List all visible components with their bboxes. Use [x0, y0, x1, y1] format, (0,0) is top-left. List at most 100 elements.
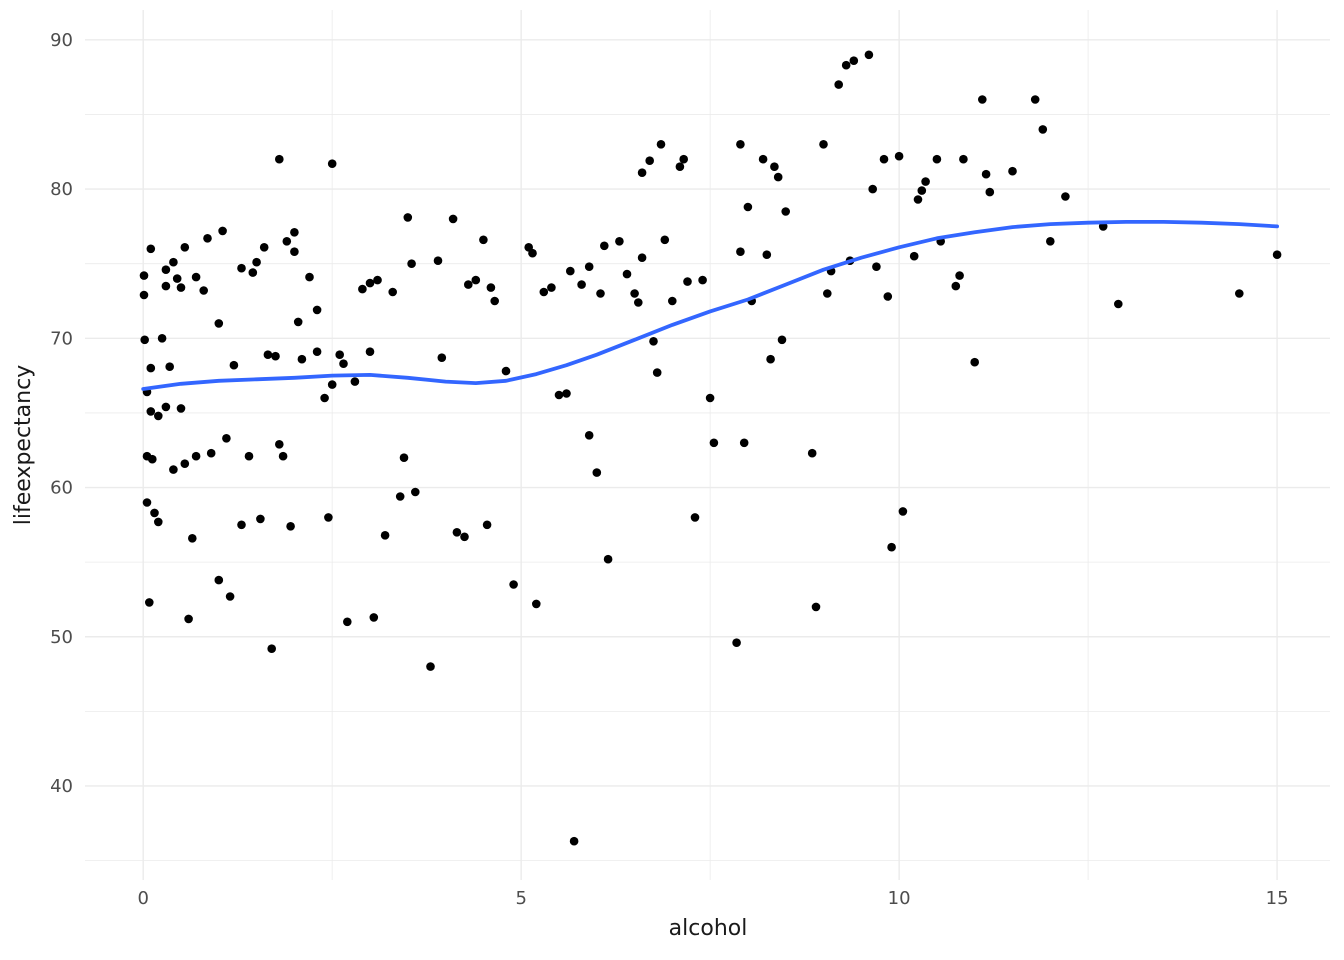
data-point [335, 350, 345, 360]
data-point [222, 434, 231, 443]
data-point [841, 60, 851, 70]
data-point [275, 440, 284, 449]
data-point [411, 487, 420, 497]
data-point [486, 283, 496, 292]
data-point [263, 350, 273, 360]
data-point [479, 235, 488, 245]
data-point [297, 354, 307, 364]
x-tick-label: 0 [137, 888, 148, 909]
data-point [528, 248, 537, 258]
data-point [637, 253, 647, 262]
data-point [293, 317, 303, 327]
data-point [139, 271, 149, 280]
y-tick-label: 90 [50, 30, 73, 51]
data-point [206, 448, 216, 458]
data-point [698, 275, 707, 285]
data-point [150, 508, 159, 518]
data-point [569, 836, 579, 846]
data-point [312, 347, 322, 357]
data-point [679, 154, 688, 164]
data-point [139, 290, 149, 300]
data-point [157, 334, 167, 343]
data-point [898, 507, 908, 516]
data-point [460, 532, 469, 542]
data-point [395, 492, 405, 501]
data-point [225, 592, 235, 601]
data-point [320, 393, 329, 403]
data-point [437, 353, 447, 363]
data-point [146, 244, 156, 254]
data-point [214, 575, 224, 585]
data-point [1038, 125, 1048, 134]
data-point [615, 237, 624, 246]
data-point [358, 284, 367, 294]
smooth-line [141, 220, 1279, 391]
data-point [732, 638, 741, 647]
data-point [399, 453, 409, 463]
data-point [172, 274, 182, 283]
data-point [849, 56, 859, 65]
data-point [452, 528, 462, 537]
data-point [188, 534, 197, 543]
data-point [191, 451, 201, 461]
data-point [649, 337, 658, 346]
data-point [622, 269, 632, 279]
data-point [426, 662, 435, 671]
data-point [883, 292, 893, 301]
data-point [675, 162, 685, 171]
data-point [278, 451, 288, 461]
data-point [180, 459, 190, 469]
data-point [584, 431, 594, 440]
data-point [913, 195, 923, 204]
data-point [365, 347, 375, 357]
x-tick-label: 15 [1266, 888, 1289, 909]
x-tick-label: 10 [888, 888, 911, 909]
data-point [554, 390, 564, 400]
data-point [981, 169, 991, 179]
y-tick-label: 50 [50, 627, 73, 648]
data-point [256, 514, 265, 524]
data-point [970, 357, 979, 367]
y-tick-label: 60 [50, 478, 73, 499]
data-point [668, 296, 677, 306]
data-point [214, 319, 224, 328]
data-point [566, 266, 575, 276]
data-point [464, 280, 473, 289]
data-point [388, 287, 398, 297]
data-point [811, 602, 821, 612]
data-point [237, 520, 246, 530]
data-point [180, 243, 190, 252]
data-point [1030, 95, 1040, 104]
data-point [327, 380, 337, 389]
data-point [777, 335, 787, 345]
data-point [562, 389, 571, 398]
data-point [773, 172, 783, 182]
data-point [1008, 166, 1017, 176]
data-point [305, 272, 314, 282]
y-axis-title: lifeexpectancy [11, 364, 36, 526]
data-point [161, 281, 171, 291]
data-point [176, 404, 186, 413]
data-point [879, 154, 889, 164]
data-point [482, 520, 492, 530]
data-point [146, 363, 156, 373]
data-point [819, 140, 828, 149]
data-point [630, 289, 639, 298]
data-point [584, 262, 594, 272]
data-point [365, 278, 375, 288]
data-point [176, 283, 186, 292]
data-point [267, 644, 277, 653]
data-point [781, 207, 790, 216]
data-point [327, 159, 337, 168]
data-point [1046, 237, 1055, 246]
data-point [184, 614, 193, 624]
data-point [656, 140, 666, 149]
data-point [199, 286, 208, 295]
data-point [339, 359, 348, 369]
data-point [154, 411, 163, 421]
data-point [736, 247, 745, 256]
data-point [169, 465, 178, 474]
data-point [471, 275, 481, 285]
